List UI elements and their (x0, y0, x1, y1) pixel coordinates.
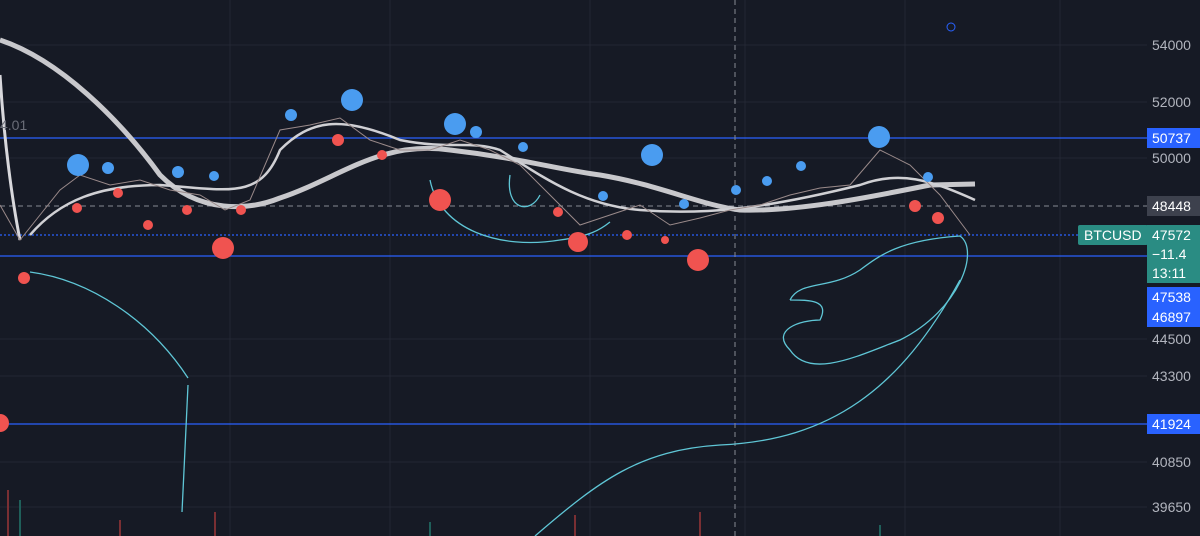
high-bubbles (67, 89, 933, 209)
price-tag: 47572 (1147, 225, 1200, 245)
indicator-value: 4.01 (0, 117, 28, 133)
price-label: 39650 (1152, 499, 1191, 515)
grid (0, 0, 1147, 536)
price-tag: 48448 (1147, 196, 1200, 216)
price-tag: 47538 (1147, 287, 1200, 307)
price-label: 40850 (1152, 454, 1191, 470)
price-tag: 50737 (1147, 128, 1200, 148)
price-label: 44500 (1152, 331, 1191, 347)
marker (946, 22, 956, 32)
price-tag: 13:11 (1147, 263, 1200, 283)
drawings (29, 174, 969, 536)
price-label: 50000 (1152, 150, 1191, 166)
candles (0, 117, 971, 241)
price-label: 43300 (1152, 368, 1191, 384)
price-tag: 46897 (1147, 307, 1200, 327)
price-tag: 41924 (1147, 414, 1200, 434)
price-axis: 54000 52000 50000 44500 43300 40850 3965… (1147, 0, 1200, 536)
price-label: 54000 (1152, 37, 1191, 53)
volume-bars (7, 490, 881, 536)
price-tag: −11.4 (1147, 244, 1200, 264)
symbol-tag[interactable]: BTCUSD (1078, 225, 1148, 245)
chart-pane (0, 0, 1147, 536)
moving-averages (0, 37, 976, 241)
price-label: 52000 (1152, 94, 1191, 110)
low-bubbles (0, 134, 944, 432)
